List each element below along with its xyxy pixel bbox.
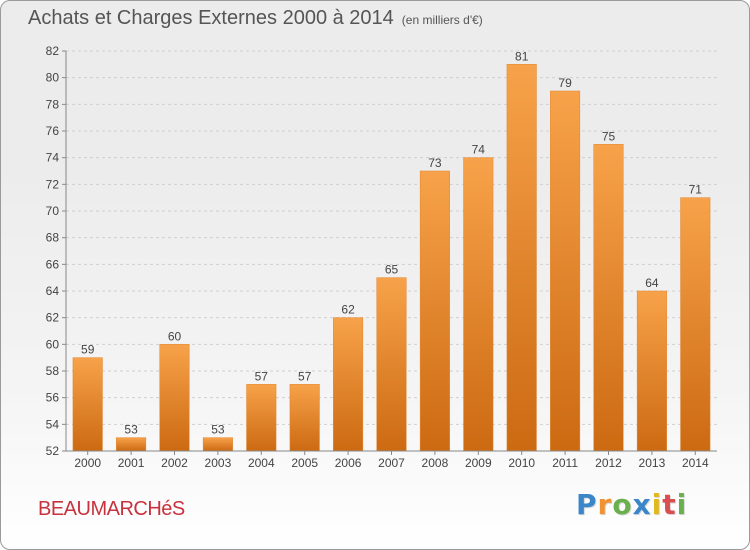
data-label-2013: 64	[645, 276, 659, 290]
y-axis-ticks: 52 54 56 58 60 62 64 66 68 70 72 74 76 78 80 82	[46, 44, 66, 458]
data-label-2002: 60	[168, 329, 182, 343]
bar-2009	[463, 157, 494, 452]
y-tick-label: 60	[46, 337, 60, 351]
x-tick-label: 2014	[682, 456, 709, 470]
x-tick-label: 2001	[118, 456, 145, 470]
logo-letter: i	[651, 488, 663, 521]
x-tick-label: 2002	[161, 456, 188, 470]
logo-letter: i	[676, 488, 688, 521]
bars	[72, 64, 711, 452]
x-axis-ticks: 2000 2001 2002 2003 2004 2005 2006 2007 2008 2009…	[74, 451, 709, 470]
data-label-2010: 81	[515, 49, 529, 63]
y-tick-label: 68	[46, 231, 60, 245]
y-tick-label: 74	[46, 151, 60, 165]
data-label-2003: 53	[211, 423, 225, 437]
y-tick-label: 62	[46, 311, 60, 325]
logo-letter: r	[597, 488, 613, 521]
y-tick-label: 54	[46, 417, 60, 431]
y-tick-label: 82	[46, 44, 60, 58]
y-tick-label: 80	[46, 71, 60, 85]
x-tick-label: 2006	[335, 456, 362, 470]
x-tick-label: 2011	[552, 456, 578, 470]
logo-letter: t	[662, 488, 677, 521]
data-label-2011: 79	[558, 76, 572, 90]
bar-2004	[246, 384, 277, 452]
logo-letter: P	[576, 488, 598, 521]
data-label-2009: 74	[472, 143, 486, 157]
x-tick-label: 2013	[639, 456, 666, 470]
x-tick-label: 2012	[595, 456, 622, 470]
bar-2013	[636, 290, 667, 452]
x-tick-label: 2000	[74, 456, 101, 470]
y-tick-label: 72	[46, 177, 60, 191]
logo-letter: x	[632, 488, 652, 521]
chart-title-text: Achats et Charges Externes 2000 à 2014	[28, 7, 394, 29]
x-tick-label: 2008	[422, 456, 449, 470]
data-label-2006: 62	[341, 303, 355, 317]
logo-letter: o	[612, 488, 633, 521]
bar-2000	[72, 357, 103, 452]
data-label-2004: 57	[255, 369, 269, 383]
bar-2008	[419, 170, 450, 452]
chart-title: Achats et Charges Externes 2000 à 2014 (e…	[28, 7, 483, 30]
y-tick-label: 70	[46, 204, 60, 218]
x-tick-label: 2009	[465, 456, 492, 470]
data-label-2014: 71	[689, 183, 703, 197]
data-label-2008: 73	[428, 156, 442, 170]
y-tick-label: 66	[46, 257, 60, 271]
data-label-2005: 57	[298, 369, 312, 383]
place-name: BEAUMARCHéS	[38, 498, 185, 520]
bar-2011	[550, 90, 581, 452]
bar-2001	[116, 437, 147, 452]
x-tick-label: 2003	[205, 456, 232, 470]
x-tick-label: 2007	[378, 456, 405, 470]
y-tick-label: 56	[46, 391, 60, 405]
y-tick-label: 64	[46, 284, 60, 298]
data-label-2000: 59	[81, 343, 95, 357]
bar-2005	[289, 384, 320, 452]
chart-subtitle: (en milliers d'€)	[401, 13, 483, 27]
bar-2014	[680, 197, 711, 452]
bar-2012	[593, 144, 624, 452]
proxiti-logo: Proxiti	[576, 488, 687, 521]
data-label-2012: 75	[602, 129, 616, 143]
x-tick-label: 2005	[291, 456, 318, 470]
y-tick-label: 58	[46, 364, 60, 378]
data-label-2007: 65	[385, 263, 399, 277]
y-tick-label: 78	[46, 97, 60, 111]
bar-2003	[202, 437, 233, 452]
data-label-2001: 53	[124, 423, 138, 437]
bar-2010	[506, 64, 537, 452]
bar-2007	[376, 277, 407, 452]
y-tick-label: 52	[46, 444, 60, 458]
x-tick-label: 2010	[508, 456, 535, 470]
x-tick-label: 2004	[248, 456, 275, 470]
bar-2006	[333, 317, 364, 452]
bar-2002	[159, 344, 190, 452]
y-tick-label: 76	[46, 124, 60, 138]
data-labels: 59 53 60 53 57 57 62 65 73 74 81 79 75 64 71	[81, 49, 702, 436]
